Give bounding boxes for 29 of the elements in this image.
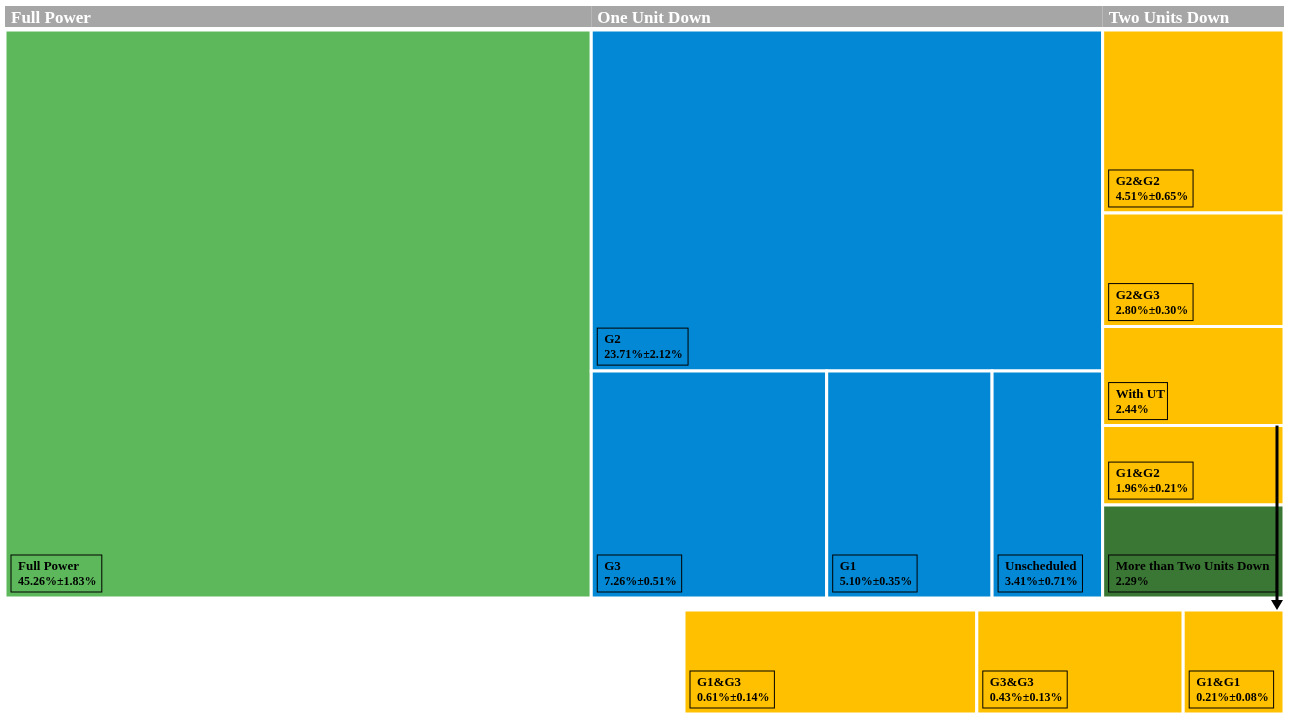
data-label: 0.43%±0.13% [989, 690, 1063, 704]
series-label: Full Power [11, 8, 92, 27]
category-label: G2&G3 [1115, 286, 1161, 302]
category-label: G2 [604, 331, 621, 347]
data-label: 1.96%±0.21% [1115, 481, 1189, 496]
data-label: 2.29% [1115, 574, 1149, 588]
category-label: Full Power [18, 558, 80, 573]
category-label: G3 [604, 558, 622, 573]
data-label: 0.61%±0.14% [697, 690, 770, 704]
category-label: G1 [839, 558, 857, 573]
data-label: 2.80%±0.30% [1115, 302, 1189, 317]
data-label: 0.21%±0.08% [1196, 690, 1269, 704]
category-label: G1&G3 [697, 674, 742, 689]
category-label: Unscheduled [1005, 558, 1078, 573]
series-label: One Unit Down [597, 8, 712, 27]
category-label: With UT [1115, 385, 1166, 401]
data-label: 2.44% [1115, 401, 1149, 416]
category-label: G3&G3 [989, 674, 1035, 689]
data-label: 23.71%±2.12% [604, 347, 683, 362]
category-label: G2&G2 [1115, 172, 1160, 188]
data-label: 7.26%±0.51% [604, 574, 677, 588]
data-label: 3.41%±0.71% [1005, 574, 1078, 588]
category-label: G1&G2 [1115, 465, 1160, 481]
data-label: 4.51%±0.65% [1115, 188, 1189, 203]
category-label: More than Two Units Down [1115, 558, 1271, 573]
series-label: Two Units Down [1108, 8, 1230, 27]
data-label: 45.26%±1.83% [18, 574, 97, 588]
data-label: 5.10%±0.35% [839, 574, 913, 588]
category-label: G1&G1 [1196, 674, 1241, 689]
